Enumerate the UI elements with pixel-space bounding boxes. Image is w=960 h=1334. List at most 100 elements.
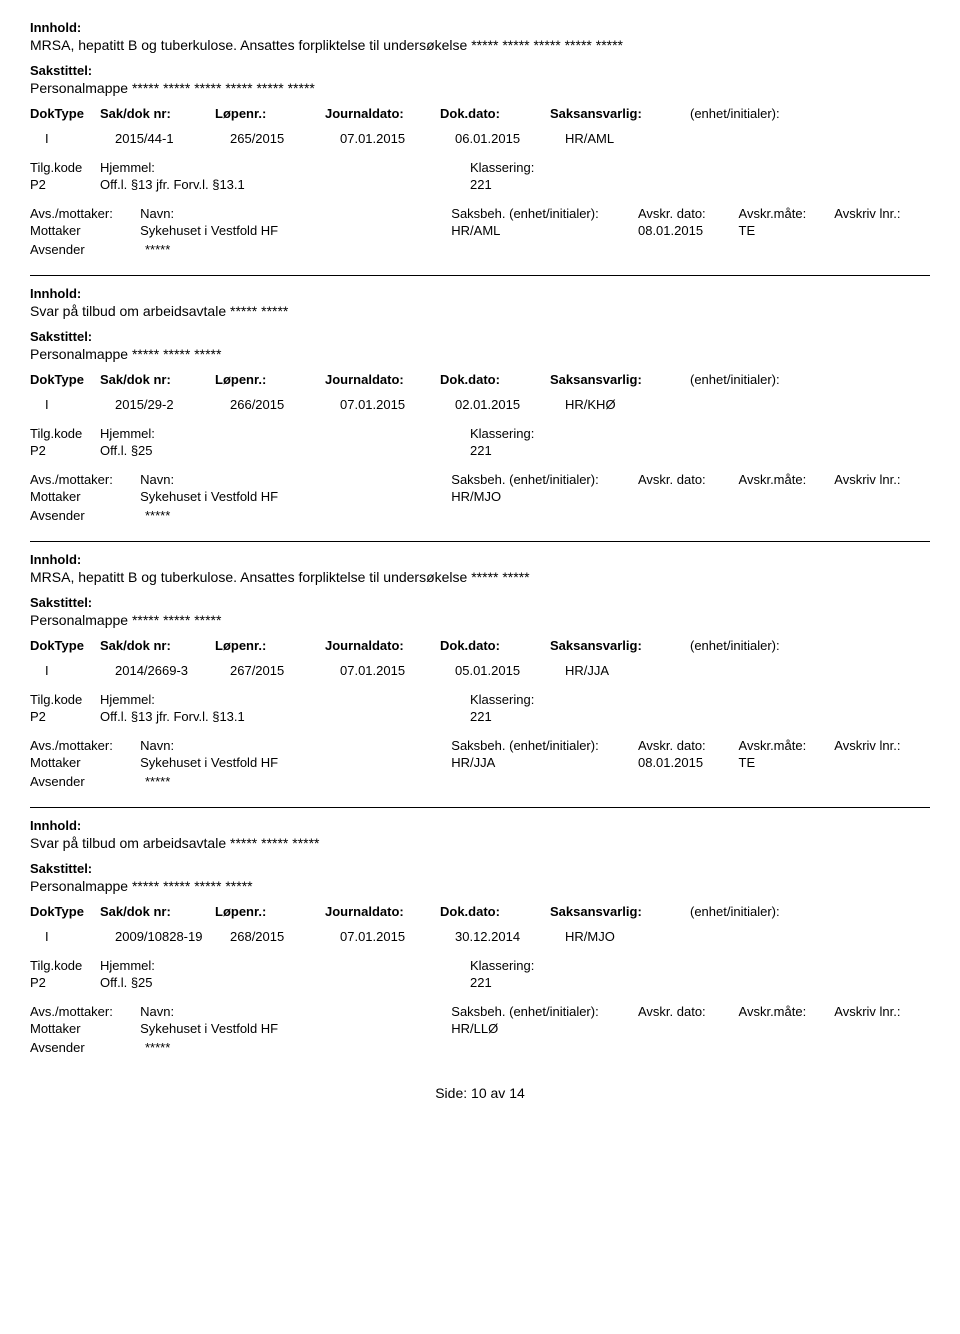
avsender-value: ***** bbox=[145, 242, 470, 257]
avskr-dato-header: Avskr. dato: bbox=[638, 1004, 739, 1019]
avskr-mate-header: Avskr.måte: bbox=[739, 472, 835, 487]
saksbeh-header: Saksbeh. (enhet/initialer): bbox=[451, 738, 638, 753]
dokdato-header: Dok.dato: bbox=[440, 638, 550, 653]
enhet-value bbox=[705, 131, 855, 146]
journaldato-header: Journaldato: bbox=[325, 106, 440, 121]
innhold-label: Innhold: bbox=[30, 286, 930, 301]
saksbeh-enhet-text: (enhet/initialer): bbox=[509, 206, 599, 221]
avskriv-lnr-header: Avskriv lnr.: bbox=[834, 472, 930, 487]
avsmottaker-header-row: Avs./mottaker: Navn: Saksbeh. (enhet/ini… bbox=[30, 1004, 930, 1019]
avskr-dato-header: Avskr. dato: bbox=[638, 472, 739, 487]
sakstittel-value: Personalmappe ***** ***** ***** bbox=[30, 346, 930, 362]
mottaker-label: Mottaker bbox=[30, 1021, 140, 1036]
doktype-value: I bbox=[30, 131, 115, 146]
avskriv-lnr-header: Avskriv lnr.: bbox=[834, 1004, 930, 1019]
saksbeh-value: HR/JJA bbox=[451, 755, 638, 770]
avskr-mate-value bbox=[739, 1021, 835, 1036]
meta-value-row: I 2015/44-1 265/2015 07.01.2015 06.01.20… bbox=[30, 131, 930, 146]
klassering-header: Klassering: bbox=[470, 692, 670, 707]
sakdok-value: 2014/2669-3 bbox=[115, 663, 230, 678]
meta-header-row: DokType Sak/dok nr: Løpenr.: Journaldato… bbox=[30, 904, 930, 919]
avskriv-lnr-header: Avskriv lnr.: bbox=[834, 738, 930, 753]
avsender-label: Avsender bbox=[30, 242, 145, 257]
doktype-header: DokType bbox=[30, 904, 100, 919]
avsender-value: ***** bbox=[145, 774, 470, 789]
avsender-value: ***** bbox=[145, 1040, 470, 1055]
avsmottaker-header-row: Avs./mottaker: Navn: Saksbeh. (enhet/ini… bbox=[30, 472, 930, 487]
klassering-value: 221 bbox=[470, 443, 670, 458]
mottaker-row: Mottaker Sykehuset i Vestfold HF HR/JJA … bbox=[30, 755, 930, 770]
sakstittel-value: Personalmappe ***** ***** ***** ***** bbox=[30, 878, 930, 894]
lopenr-value: 267/2015 bbox=[230, 663, 340, 678]
sakdok-value: 2015/29-2 bbox=[115, 397, 230, 412]
journaldato-value: 07.01.2015 bbox=[340, 131, 455, 146]
avskr-mate-value: TE bbox=[739, 223, 835, 238]
enhet-header: (enhet/initialer): bbox=[690, 106, 840, 121]
klassering-header: Klassering: bbox=[470, 958, 670, 973]
meta-value-row: I 2009/10828-19 268/2015 07.01.2015 30.1… bbox=[30, 929, 930, 944]
sakdok-value: 2009/10828-19 bbox=[115, 929, 230, 944]
saksansvarlig-header: Saksansvarlig: bbox=[550, 904, 690, 919]
avsender-label: Avsender bbox=[30, 1040, 145, 1055]
avskr-mate-header: Avskr.måte: bbox=[739, 1004, 835, 1019]
mottaker-row: Mottaker Sykehuset i Vestfold HF HR/MJO bbox=[30, 489, 930, 504]
sakstittel-label: Sakstittel: bbox=[30, 63, 930, 78]
hjemmel-value-row: P2 Off.l. §13 jfr. Forv.l. §13.1 221 bbox=[30, 709, 930, 724]
total-pages: 14 bbox=[509, 1085, 525, 1101]
avsmottaker-header: Avs./mottaker: bbox=[30, 206, 140, 221]
mottaker-navn: Sykehuset i Vestfold HF bbox=[140, 1021, 451, 1036]
hjemmel-header-row: Tilg.kode Hjemmel: Klassering: bbox=[30, 692, 930, 707]
saksbeh-text: Saksbeh. bbox=[451, 206, 505, 221]
navn-header: Navn: bbox=[140, 206, 451, 221]
mottaker-label: Mottaker bbox=[30, 489, 140, 504]
journal-record: Innhold: MRSA, hepatitt B og tuberkulose… bbox=[30, 20, 930, 257]
dokdato-header: Dok.dato: bbox=[440, 106, 550, 121]
journal-record: Innhold: Svar på tilbud om arbeidsavtale… bbox=[30, 807, 930, 1055]
journaldato-header: Journaldato: bbox=[325, 372, 440, 387]
mottaker-row: Mottaker Sykehuset i Vestfold HF HR/LLØ bbox=[30, 1021, 930, 1036]
saksansvarlig-value: HR/JJA bbox=[565, 663, 705, 678]
hjemmel-value: Off.l. §13 jfr. Forv.l. §13.1 bbox=[100, 177, 470, 192]
saksbeh-text: Saksbeh. bbox=[451, 1004, 505, 1019]
mottaker-navn: Sykehuset i Vestfold HF bbox=[140, 223, 451, 238]
saksbeh-enhet-text: (enhet/initialer): bbox=[509, 738, 599, 753]
klassering-header: Klassering: bbox=[470, 426, 670, 441]
avsmottaker-header-row: Avs./mottaker: Navn: Saksbeh. (enhet/ini… bbox=[30, 206, 930, 221]
dokdato-value: 02.01.2015 bbox=[455, 397, 565, 412]
tilgkode-header: Tilg.kode bbox=[30, 426, 100, 441]
doktype-header: DokType bbox=[30, 106, 100, 121]
avsmottaker-header-row: Avs./mottaker: Navn: Saksbeh. (enhet/ini… bbox=[30, 738, 930, 753]
page-footer: Side: 10 av 14 bbox=[30, 1085, 930, 1101]
saksansvarlig-value: HR/MJO bbox=[565, 929, 705, 944]
avskriv-lnr-value bbox=[834, 755, 930, 770]
avsmottaker-header: Avs./mottaker: bbox=[30, 738, 140, 753]
dokdato-header: Dok.dato: bbox=[440, 372, 550, 387]
sakdok-header: Sak/dok nr: bbox=[100, 106, 215, 121]
navn-header: Navn: bbox=[140, 1004, 451, 1019]
saksansvarlig-header: Saksansvarlig: bbox=[550, 638, 690, 653]
avskr-dato-value: 08.01.2015 bbox=[638, 755, 739, 770]
page-number: 10 bbox=[471, 1085, 487, 1101]
innhold-value: MRSA, hepatitt B og tuberkulose. Ansatte… bbox=[30, 37, 930, 53]
hjemmel-value: Off.l. §25 bbox=[100, 975, 470, 990]
sakstittel-label: Sakstittel: bbox=[30, 329, 930, 344]
saksansvarlig-value: HR/AML bbox=[565, 131, 705, 146]
avskriv-lnr-header: Avskriv lnr.: bbox=[834, 206, 930, 221]
lopenr-value: 266/2015 bbox=[230, 397, 340, 412]
meta-header-row: DokType Sak/dok nr: Løpenr.: Journaldato… bbox=[30, 638, 930, 653]
tilgkode-value: P2 bbox=[30, 709, 100, 724]
tilgkode-header: Tilg.kode bbox=[30, 160, 100, 175]
enhet-value bbox=[705, 929, 855, 944]
doktype-value: I bbox=[30, 663, 115, 678]
avsender-row: Avsender ***** bbox=[30, 774, 930, 789]
saksbeh-header: Saksbeh. (enhet/initialer): bbox=[451, 206, 638, 221]
avskriv-lnr-value bbox=[834, 489, 930, 504]
saksbeh-enhet-text: (enhet/initialer): bbox=[509, 1004, 599, 1019]
dokdato-header: Dok.dato: bbox=[440, 904, 550, 919]
avskriv-lnr-value bbox=[834, 223, 930, 238]
doktype-header: DokType bbox=[30, 372, 100, 387]
lopenr-value: 268/2015 bbox=[230, 929, 340, 944]
sakdok-value: 2015/44-1 bbox=[115, 131, 230, 146]
hjemmel-header: Hjemmel: bbox=[100, 160, 470, 175]
tilgkode-value: P2 bbox=[30, 975, 100, 990]
